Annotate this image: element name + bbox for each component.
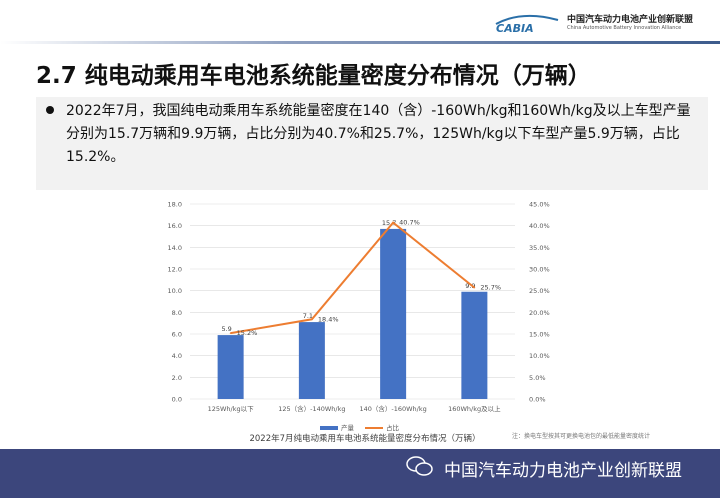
page-title: 2.7 纯电动乘用车电池系统能量密度分布情况（万辆） [36,63,591,89]
bar-label: 5.9 [221,325,231,333]
y-tick-label: 12.0 [168,266,182,274]
y-tick-label: 4.0 [172,352,182,360]
y2-tick-label: 40.0% [529,222,550,230]
y2-tick-label: 10.0% [529,352,550,360]
line-label: 18.4% [318,315,339,323]
cabia-logo: CABIA [495,14,559,34]
bullet-icon [46,106,54,114]
y2-tick-label: 25.0% [529,287,550,295]
summary-box: 2022年7月，我国纯电动乘用车系统能量密度在140（含）-160Wh/kg和1… [36,97,708,190]
line-point [473,286,476,289]
y2-tick-label: 0.0% [529,396,546,404]
line-label: 25.7% [480,284,501,292]
chart-title: 2022年7月纯电动乘用车电池系统能量密度分布情况（万辆） [249,433,480,444]
bar [298,322,325,399]
svg-text:CABIA: CABIA [496,22,534,34]
y2-tick-label: 5.0% [529,374,546,382]
summary-text: 2022年7月，我国纯电动乘用车系统能量密度在140（含）-160Wh/kg和1… [66,103,691,165]
y-tick-label: 14.0 [168,244,182,252]
line-point [392,221,394,224]
header-divider [0,41,720,44]
y-tick-label: 16.0 [168,222,182,230]
y2-tick-label: 45.0% [529,201,550,209]
bar [461,291,488,399]
line-point [311,318,313,321]
legend-label: 占比 [386,423,400,432]
wechat-icon [406,456,433,476]
y-tick-label: 0.0 [172,396,182,404]
bar-label: 15.7 [382,219,396,227]
bar [217,335,244,399]
org-name-en: China Automotive Battery Innovation Alli… [567,25,682,31]
bar [380,228,407,399]
y2-tick-label: 20.0% [529,309,550,317]
x-tick-label: 125（含）-140Wh/kg [278,404,345,413]
footer-text: 中国汽车动力电池产业创新联盟 [444,461,682,481]
line-series [230,221,475,335]
y2-tick-label: 30.0% [529,266,550,274]
y-tick-label: 8.0 [172,309,182,317]
bar-label: 9.9 [465,282,475,290]
x-tick-label: 140（含）-160Wh/kg [359,404,426,413]
x-tick-label: 160Wh/kg及以上 [448,404,501,413]
line-label: 15.2% [237,329,258,337]
y2-tick-label: 35.0% [529,244,550,252]
y-tick-label: 2.0 [172,374,182,382]
legend-swatch-bar [320,426,338,430]
line-label: 40.7% [399,219,420,227]
legend-label: 产量 [341,423,355,432]
footer-band [0,449,720,498]
y2-tick-label: 15.0% [529,331,550,339]
y-tick-label: 6.0 [172,331,182,339]
y-tick-label: 10.0 [168,287,182,295]
org-name: 中国汽车动力电池产业创新联盟 [567,15,694,25]
line-point [229,332,232,334]
bar-label: 7.1 [303,312,313,320]
chart-note: 注：换电车型按其可更换电池包的最低能量密度统计 [512,433,651,440]
y-tick-label: 18.0 [168,201,182,209]
x-tick-label: 125Wh/kg以下 [208,405,255,413]
